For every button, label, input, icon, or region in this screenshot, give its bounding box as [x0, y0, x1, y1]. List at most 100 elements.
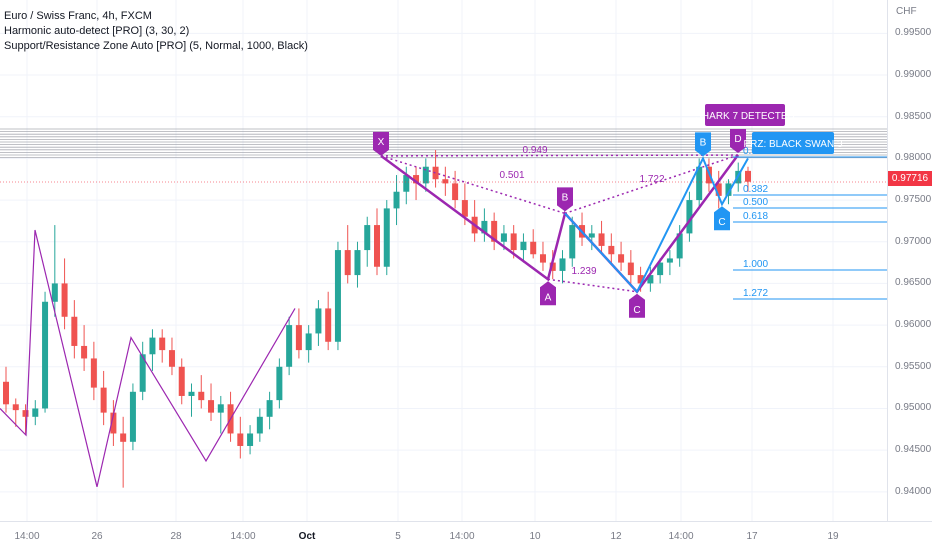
- candles: [3, 150, 751, 488]
- x-tick-label: 12: [610, 531, 622, 542]
- candle-body: [500, 233, 507, 242]
- candle-body: [139, 354, 146, 392]
- candle-body: [413, 175, 420, 184]
- candle-body: [637, 275, 644, 284]
- x-tick-label: 14:00: [449, 531, 475, 542]
- candle-body: [3, 381, 9, 405]
- candle-body: [588, 233, 595, 238]
- candle-body: [90, 358, 97, 388]
- marker-b-blue-label: B: [700, 137, 707, 148]
- marker-x: [373, 131, 389, 156]
- indicator-harmonic[interactable]: Harmonic auto-detect [PRO] (3, 30, 2): [4, 25, 190, 37]
- price-axis[interactable]: [887, 0, 932, 521]
- marker-d: [730, 129, 746, 154]
- candle-body: [315, 308, 322, 334]
- candle-body: [256, 416, 263, 434]
- candle-body: [491, 220, 498, 242]
- candle-body: [305, 333, 312, 351]
- candle-body: [520, 241, 527, 251]
- y-tick-label: 0.94500: [895, 444, 932, 456]
- candle-body: [276, 366, 283, 401]
- y-tick-label: 0.95500: [895, 360, 932, 372]
- candle-body: [549, 262, 556, 271]
- ratio-label: 0.949: [522, 145, 547, 156]
- ratio-line: [380, 155, 566, 215]
- ratio-label: 1.239: [571, 266, 596, 277]
- x-tick-label: 14:00: [668, 531, 694, 542]
- chart-title[interactable]: Euro / Swiss Franc, 4h, FXCM: [4, 10, 152, 22]
- ratio-label: 1.722: [639, 174, 664, 185]
- candle-body: [393, 191, 400, 209]
- x-tick-label: 28: [170, 531, 182, 542]
- x-tick-label: 10: [529, 531, 541, 542]
- x-tick-label: 5: [395, 531, 401, 542]
- y-tick-label: 0.98000: [895, 152, 932, 164]
- time-axis[interactable]: [0, 521, 932, 550]
- x-tick-label: 19: [827, 531, 839, 542]
- marker-a: [540, 281, 556, 306]
- candle-body: [208, 400, 215, 413]
- prz-badge: [752, 132, 834, 154]
- candle-body: [383, 208, 390, 267]
- indicator-sr-zone[interactable]: Support/Resistance Zone Auto [PRO] (5, N…: [4, 40, 308, 52]
- candle-body: [295, 325, 302, 351]
- y-tick-label: 0.97500: [895, 194, 932, 206]
- ratio-line: [564, 154, 739, 215]
- candle-body: [344, 250, 351, 276]
- marker-c-label: C: [633, 305, 640, 316]
- candle-body: [22, 410, 29, 417]
- candle-body: [696, 166, 703, 201]
- black-swan-pattern-line: [564, 155, 749, 294]
- fib-level-label: 0.500: [743, 197, 768, 208]
- x-tick-label: 26: [91, 531, 103, 542]
- candle-body: [598, 233, 605, 246]
- candle-body: [188, 391, 195, 396]
- marker-c-blue: [714, 206, 730, 231]
- candle-body: [539, 254, 546, 263]
- candle-body: [168, 350, 175, 367]
- grid: [0, 0, 887, 521]
- candle-body: [110, 412, 117, 434]
- marker-b: [557, 187, 573, 212]
- candle-body: [61, 283, 68, 317]
- candle-body: [569, 225, 576, 259]
- candle-body: [129, 391, 136, 442]
- y-tick-label: 0.99000: [895, 69, 932, 81]
- candle-body: [666, 258, 673, 263]
- candle-body: [51, 283, 58, 302]
- currency-unit: CHF: [896, 6, 917, 17]
- marker-c-blue-label: C: [718, 217, 725, 228]
- candle-body: [676, 233, 683, 259]
- y-tick-label: 0.96000: [895, 319, 932, 331]
- y-tick-label: 0.95000: [895, 402, 932, 414]
- x-tick-label: 14:00: [14, 531, 40, 542]
- y-tick-label: 0.99500: [895, 27, 932, 39]
- marker-b-label: B: [562, 192, 569, 203]
- candle-body: [178, 366, 185, 396]
- x-tick-label: 17: [746, 531, 758, 542]
- candle-body: [745, 170, 751, 182]
- candle-body: [422, 166, 429, 184]
- candle-body: [12, 404, 19, 411]
- candle-body: [120, 433, 127, 442]
- candle-body: [354, 250, 361, 276]
- candle-body: [715, 183, 722, 196]
- candle-body: [432, 166, 439, 180]
- candle-body: [461, 200, 468, 217]
- candle-body: [364, 225, 371, 251]
- candle-body: [100, 387, 107, 413]
- candle-body: [510, 233, 517, 251]
- candle-body: [334, 250, 341, 342]
- shark-detected-badge: [705, 104, 785, 126]
- marker-c: [629, 293, 645, 318]
- candle-body: [81, 345, 88, 359]
- candle-body: [618, 254, 625, 263]
- fib-level-label: 0.382: [743, 184, 768, 195]
- candle-body: [686, 200, 693, 234]
- candle-body: [608, 245, 615, 255]
- candle-body: [657, 262, 664, 276]
- candle-body: [481, 220, 488, 234]
- candle-body: [452, 183, 459, 201]
- candle-body: [159, 337, 166, 351]
